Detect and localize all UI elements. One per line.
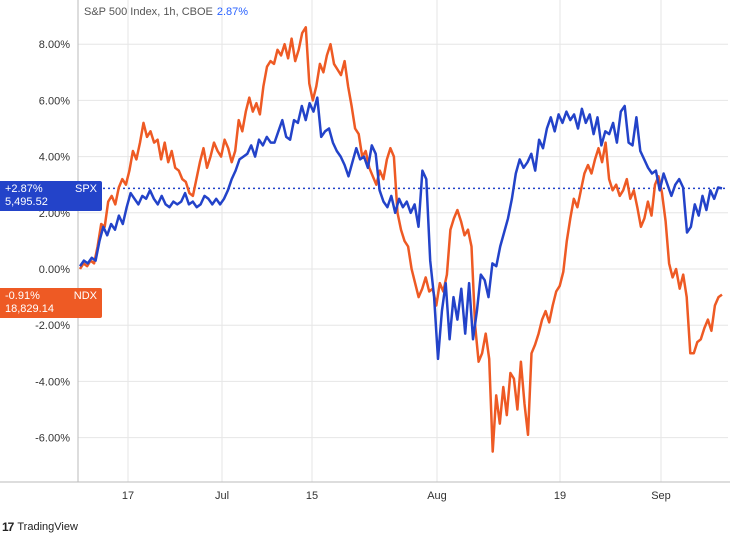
y-tick-label: 4.00% [39, 152, 70, 164]
spx-price-tag: +2.87% SPX 5,495.52 [0, 181, 102, 211]
y-tick-label: -2.00% [35, 320, 70, 332]
x-tick-label: Sep [651, 490, 671, 502]
ndx-label: NDX [73, 290, 97, 302]
tradingview-logo-icon: 17 [2, 520, 14, 534]
spx-label: SPX [74, 183, 97, 195]
spx-change: +2.87% [5, 183, 43, 195]
y-tick-label: 0.00% [39, 264, 70, 276]
y-tick-label: -4.00% [35, 376, 70, 388]
x-tick-label: Jul [215, 490, 229, 502]
x-tick-label: 15 [306, 490, 318, 502]
series-line-spx [78, 96, 723, 361]
series-line-ndx [78, 26, 723, 453]
spx-price: 5,495.52 [5, 196, 48, 208]
x-tick-label: Aug [427, 490, 447, 502]
y-tick-label: 6.00% [39, 95, 70, 107]
brand[interactable]: 17 TradingView [2, 520, 78, 534]
y-tick-label: -6.00% [35, 433, 70, 445]
chart-header: S&P 500 Index, 1h, CBOE 2.87% [84, 6, 249, 18]
brand-name: TradingView [17, 521, 78, 533]
interval: 1h [163, 6, 176, 18]
symbol-name: S&P 500 Index [84, 6, 158, 18]
x-tick-label: 19 [554, 490, 566, 502]
ndx-price-tag: -0.91% NDX 18,829.14 [0, 288, 102, 318]
header-change: 2.87% [216, 6, 249, 18]
x-tick-label: 17 [122, 490, 134, 502]
exchange: CBOE [181, 6, 213, 18]
y-tick-label: 8.00% [39, 39, 70, 51]
ndx-price: 18,829.14 [5, 303, 54, 315]
ndx-change: -0.91% [5, 290, 40, 302]
